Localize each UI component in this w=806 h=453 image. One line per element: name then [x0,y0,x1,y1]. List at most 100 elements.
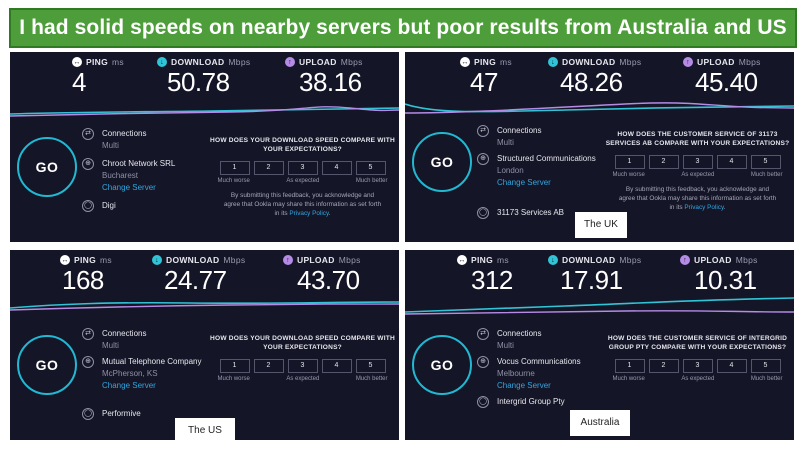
download-graph-line [10,107,399,115]
connections-icon: ⇄ [82,328,94,340]
ping-unit: ms [99,255,112,265]
rating-1[interactable]: 1 [614,359,645,373]
rating-5[interactable]: 5 [355,161,386,175]
ping-metric: ↔ PING ms 47 [460,57,512,96]
connections-mode: Multi [102,341,119,350]
privacy-policy-link[interactable]: Privacy Policy [289,210,329,217]
rating-4[interactable]: 4 [716,155,747,169]
scale-low-label: Much worse [217,376,250,382]
privacy-policy-link[interactable]: Privacy Policy [684,204,724,211]
ping-value: 312 [471,265,513,295]
connections-mode: Multi [497,341,514,350]
rating-scale: 1 2 3 4 5 [210,359,395,373]
server-location: Melbourne [497,369,535,378]
download-unit: Mbps [228,57,251,67]
connections-label: Connections [497,329,542,338]
scale-mid-label: As expected [681,376,715,382]
scale-mid-label: As expected [681,172,715,178]
rating-2[interactable]: 2 [253,359,284,373]
rating-2[interactable]: 2 [648,359,679,373]
upload-value: 43.70 [297,265,360,295]
rating-2[interactable]: 2 [648,155,679,169]
download-metric: ↓ DOWNLOAD Mbps 50.78 [157,57,250,96]
go-button[interactable]: GO [412,132,472,192]
download-metric: ↓ DOWNLOAD Mbps 24.77 [152,255,245,294]
rating-1[interactable]: 1 [219,161,250,175]
ping-icon: ↔ [60,255,70,265]
connections-mode: Multi [497,138,514,147]
change-server-link[interactable]: Change Server [497,381,551,390]
globe-icon: ⊕ [82,356,94,368]
upload-label: UPLOAD [299,57,337,67]
rating-3[interactable]: 3 [287,161,318,175]
upload-label: UPLOAD [697,57,735,67]
rating-1[interactable]: 1 [614,155,645,169]
download-value: 50.78 [167,67,230,97]
upload-value: 10.31 [694,265,757,295]
connections-label: Connections [102,329,147,338]
go-button[interactable]: GO [17,137,77,197]
scale-high-label: Much better [355,376,388,382]
rating-1[interactable]: 1 [219,359,250,373]
download-label: DOWNLOAD [166,255,220,265]
ping-icon: ↔ [72,57,82,67]
rating-5[interactable]: 5 [355,359,386,373]
upload-metric: ↑ UPLOAD Mbps 38.16 [285,57,363,96]
rating-5[interactable]: 5 [750,359,781,373]
server-location: Bucharest [102,171,139,180]
speedtest-panel-us: ↔ PING ms 168 ↓ DOWNLOAD Mbps 24.77 ↑ UPLOAD M… [10,250,399,440]
download-unit: Mbps [619,57,642,67]
download-unit: Mbps [619,255,642,265]
upload-value: 38.16 [299,67,362,97]
upload-label: UPLOAD [694,255,732,265]
go-button[interactable]: GO [17,335,77,395]
download-arrow-icon: ↓ [157,57,167,67]
region-caption: The UK [575,212,627,238]
feedback-survey: HOW DOES THE CUSTOMER SERVICE OF INTERGR… [605,334,790,382]
upload-unit: Mbps [738,57,761,67]
change-server-link[interactable]: Change Server [102,381,156,390]
user-icon: ◯ [477,396,489,408]
rating-3[interactable]: 3 [682,359,713,373]
rating-4[interactable]: 4 [321,359,352,373]
download-graph-line [405,103,794,113]
download-value: 17.91 [560,265,623,295]
scale-low-label: Much worse [217,178,250,184]
region-caption: Australia [570,410,630,436]
speedtest-panel-uk: ↔ PING ms 47 ↓ DOWNLOAD Mbps 48.26 ↑ UPLOAD Mb… [405,52,794,242]
rating-3[interactable]: 3 [682,155,713,169]
download-value: 48.26 [560,67,623,97]
scale-high-label: Much better [750,172,783,178]
ping-value: 168 [62,265,104,295]
ping-label: PING [471,255,493,265]
rating-4[interactable]: 4 [716,359,747,373]
change-server-link[interactable]: Change Server [102,183,156,192]
download-arrow-icon: ↓ [548,255,558,265]
server-location: London [497,166,524,175]
globe-icon: ⊕ [477,356,489,368]
survey-question: HOW DOES THE CUSTOMER SERVICE OF 31173 S… [605,131,790,147]
ping-icon: ↔ [457,255,467,265]
upload-arrow-icon: ↑ [283,255,293,265]
upload-metric: ↑ UPLOAD Mbps 45.40 [683,57,761,96]
server-name: Structured Communications [497,154,596,163]
rating-5[interactable]: 5 [750,155,781,169]
go-button[interactable]: GO [412,335,472,395]
upload-label: UPLOAD [297,255,335,265]
server-name: Mutual Telephone Company [102,357,202,366]
server-location: McPherson, KS [102,369,158,378]
rating-4[interactable]: 4 [321,161,352,175]
rating-scale: 1 2 3 4 5 [605,359,790,373]
feedback-disclaimer: By submitting this feedback, you acknowl… [223,192,382,217]
scale-mid-label: As expected [286,376,320,382]
upload-unit: Mbps [338,255,361,265]
download-value: 24.77 [164,265,227,295]
speed-graph [405,297,794,315]
ping-label: PING [474,57,496,67]
ping-label: PING [86,57,108,67]
feedback-survey: HOW DOES YOUR DOWNLOAD SPEED COMPARE WIT… [210,334,395,382]
ping-unit: ms [499,57,512,67]
rating-3[interactable]: 3 [287,359,318,373]
change-server-link[interactable]: Change Server [497,178,551,187]
rating-2[interactable]: 2 [253,161,284,175]
